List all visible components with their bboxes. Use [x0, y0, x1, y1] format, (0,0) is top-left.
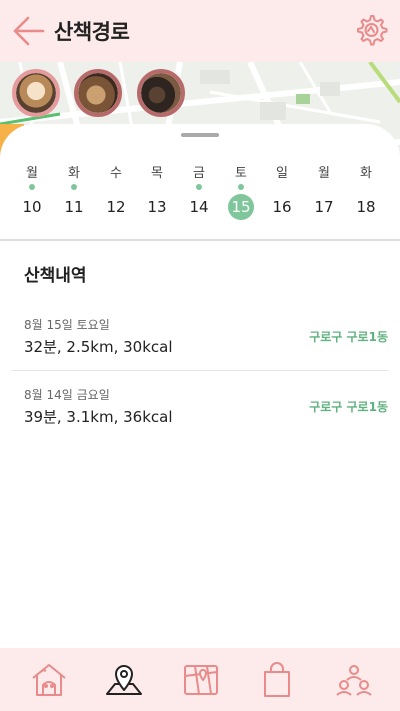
nav-community[interactable] [334, 660, 374, 700]
page-title: 산책경로 [54, 20, 130, 44]
calendar-day[interactable]: 토 15 [221, 162, 261, 220]
nav-route[interactable] [181, 660, 221, 700]
walk-indicator-dot [279, 184, 285, 190]
walk-indicator-dot [113, 184, 119, 190]
day-of-week: 월 [318, 166, 330, 181]
walk-indicator-dot [321, 184, 327, 190]
pet-avatar-1[interactable] [12, 69, 60, 117]
back-button[interactable] [10, 14, 46, 48]
date-number: 18 [356, 198, 376, 216]
walk-record[interactable]: 8월 14일 금요일 39분, 3.1km, 36kcal 구로구 구로1동 [24, 386, 388, 456]
shopping-bag-icon [264, 662, 290, 697]
record-date: 8월 15일 토요일 [24, 318, 110, 332]
calendar-day[interactable]: 화 11 [54, 162, 94, 220]
app-header: 산책경로 [0, 0, 400, 62]
record-stats: 32분, 2.5km, 30kcal [24, 338, 173, 356]
bottom-nav [0, 648, 400, 711]
nav-home[interactable] [29, 660, 69, 700]
day-of-week: 금 [193, 166, 205, 181]
day-of-week: 일 [276, 166, 288, 181]
selected-date: 15 [228, 194, 254, 220]
community-icon [336, 665, 372, 696]
date-number: 17 [314, 198, 334, 216]
walk-record[interactable]: 8월 15일 토요일 32분, 2.5km, 30kcal 구로구 구로1동 [24, 316, 388, 386]
sheet-drag-handle[interactable] [181, 133, 219, 137]
pet-avatar-3[interactable] [137, 69, 185, 117]
day-of-week: 목 [151, 166, 163, 181]
arrow-left-icon [13, 16, 45, 46]
record-divider [12, 370, 388, 371]
date-number: 11 [64, 198, 84, 216]
calendar-day[interactable]: 화 18 [346, 162, 386, 220]
walk-indicator-dot [71, 184, 77, 190]
walk-indicator-dot [196, 184, 202, 190]
calendar-day[interactable]: 금 14 [179, 162, 219, 220]
walk-indicator-dot [29, 184, 35, 190]
date-number: 16 [272, 198, 292, 216]
date-number: 14 [189, 198, 209, 216]
calendar-day[interactable]: 목 13 [137, 162, 177, 220]
record-region: 구로구 구로1동 [309, 330, 388, 344]
pet-avatar-2[interactable] [74, 69, 122, 117]
date-number: 12 [106, 198, 126, 216]
divider [0, 239, 400, 241]
record-date: 8월 14일 금요일 [24, 388, 110, 402]
walk-indicator-dot [238, 184, 244, 190]
day-of-week: 토 [235, 166, 247, 181]
history-title: 산책내역 [24, 266, 87, 286]
map-pin-icon [106, 665, 142, 695]
calendar-day[interactable]: 수 12 [96, 162, 136, 220]
day-of-week: 화 [68, 166, 80, 181]
date-number: 13 [147, 198, 167, 216]
route-map-icon [184, 665, 218, 695]
day-of-week: 월 [26, 166, 38, 181]
nav-walk[interactable] [104, 660, 144, 700]
calendar-day[interactable]: 월 17 [304, 162, 344, 220]
day-of-week: 화 [360, 166, 372, 181]
record-stats: 39분, 3.1km, 36kcal [24, 408, 173, 426]
week-calendar: 월 10 화 11 수 12 목 13 금 14 토 15 일 16 월 17 화 18 [0, 162, 400, 222]
record-region: 구로구 구로1동 [309, 400, 388, 414]
calendar-day[interactable]: 일 16 [262, 162, 302, 220]
day-of-week: 수 [110, 166, 122, 181]
gear-icon [357, 15, 388, 46]
nav-shop[interactable] [257, 660, 297, 700]
date-number: 10 [22, 198, 42, 216]
bottom-sheet: 월 10 화 11 수 12 목 13 금 14 토 15 일 16 월 17 화 18 산책내역 8월 15일 … [0, 124, 400, 654]
settings-button[interactable] [354, 13, 388, 47]
walk-indicator-dot [363, 184, 369, 190]
walk-indicator-dot [154, 184, 160, 190]
calendar-day[interactable]: 월 10 [12, 162, 52, 220]
home-icon [32, 664, 66, 696]
